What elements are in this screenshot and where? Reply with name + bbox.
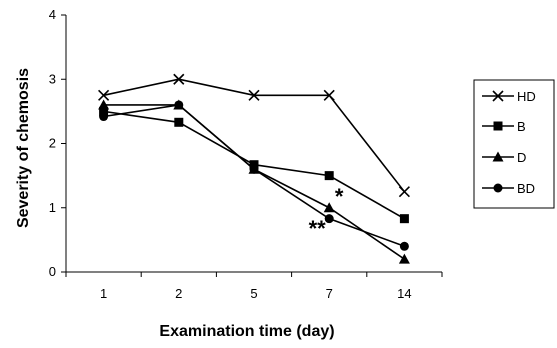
x-tick-label: 7 — [326, 286, 333, 301]
y-tick-label: 2 — [49, 136, 56, 151]
data-point-b-square — [399, 214, 409, 224]
data-point-bd-circle — [249, 164, 259, 174]
legend-marker-bd-circle — [493, 183, 503, 193]
x-ticks: 1 2 5 7 14 — [65, 272, 443, 301]
significance-annotation: * — [335, 184, 344, 209]
legend-marker-d-triangle — [492, 151, 504, 162]
data-point-d-triangle — [398, 253, 410, 264]
legend-marker-b-square — [493, 121, 503, 131]
y-axis-title: Severity of chemosis — [15, 68, 32, 228]
y-tick-label: 0 — [49, 264, 56, 279]
legend-label: B — [517, 119, 526, 134]
y-ticks: 0 1 2 3 4 — [49, 7, 66, 279]
data-point-b-square — [174, 117, 184, 127]
data-point-bd-circle — [399, 241, 409, 251]
x-tick-label: 2 — [175, 286, 182, 301]
data-point-b-square — [99, 106, 109, 116]
legend-item-hd: HD — [482, 89, 536, 104]
axes — [65, 15, 442, 273]
significance-annotation: ** — [309, 216, 327, 241]
series-group — [98, 73, 410, 264]
y-tick-label: 4 — [49, 7, 56, 22]
series-bd — [99, 100, 409, 251]
data-point-hd-x — [173, 73, 185, 85]
x-axis-title: Examination time (day) — [159, 323, 334, 340]
data-point-hd-x — [323, 89, 335, 101]
legend-label: BD — [517, 181, 535, 196]
legend-label: HD — [517, 89, 536, 104]
x-tick-label: 1 — [100, 286, 107, 301]
legend-marker-hd-x — [492, 90, 504, 102]
data-point-bd-circle — [324, 214, 334, 224]
data-point-hd-x — [248, 89, 260, 101]
y-tick-label: 1 — [49, 200, 56, 215]
data-point-bd-circle — [174, 100, 184, 110]
annotations: *** — [309, 184, 344, 241]
data-point-bd-circle — [99, 112, 109, 122]
legend-item-d: D — [482, 150, 526, 165]
y-tick-label: 3 — [49, 71, 56, 86]
legend-item-b: B — [482, 119, 526, 134]
x-tick-label: 5 — [250, 286, 257, 301]
series-line-bd — [103, 104, 405, 248]
series-d — [98, 99, 410, 264]
legend-box — [473, 79, 555, 209]
data-point-b-square — [324, 171, 334, 181]
data-point-hd-x — [98, 89, 110, 101]
legend-item-bd: BD — [482, 181, 535, 196]
x-tick-label: 14 — [397, 286, 411, 301]
legend-label: D — [517, 150, 526, 165]
data-point-d-triangle — [323, 202, 335, 213]
data-point-d-triangle — [98, 99, 110, 110]
series-hd — [98, 73, 410, 198]
series-line-d — [103, 104, 405, 260]
data-point-hd-x — [398, 186, 410, 198]
